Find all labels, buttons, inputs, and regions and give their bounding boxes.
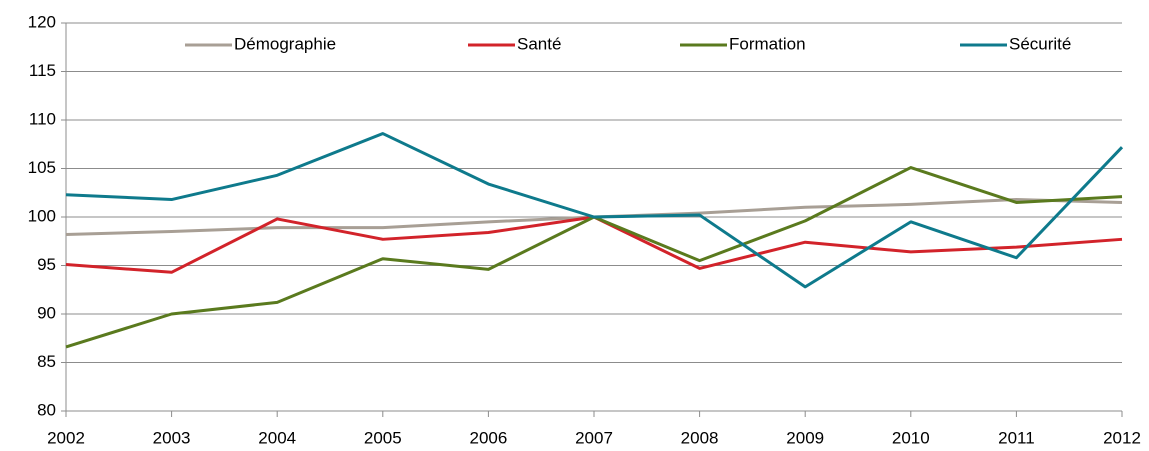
x-tick-label: 2011 — [998, 428, 1035, 447]
x-tick-label: 2012 — [1103, 428, 1141, 447]
y-tick-label: 110 — [29, 109, 56, 128]
legend-label: Formation — [729, 34, 806, 53]
x-tick-label: 2008 — [681, 428, 719, 447]
y-tick-label: 95 — [37, 255, 56, 274]
x-tick-label: 2004 — [258, 428, 296, 447]
y-tick-label: 105 — [28, 158, 56, 177]
x-tick-label: 2003 — [153, 428, 191, 447]
series-line — [65, 166, 1123, 349]
x-tick-label: 2010 — [892, 428, 930, 447]
legend-label: Sécurité — [1009, 34, 1071, 53]
y-tick-label: 80 — [37, 400, 56, 419]
series-line — [65, 132, 1124, 289]
legend-label: Santé — [517, 34, 561, 53]
x-tick-label: 2009 — [786, 428, 824, 447]
x-tick-label: 2005 — [364, 428, 402, 447]
y-tick-label: 90 — [37, 303, 56, 322]
y-tick-label: 115 — [29, 61, 56, 80]
x-tick-label: 2007 — [575, 428, 613, 447]
y-tick-label: 100 — [28, 206, 56, 225]
y-tick-label: 85 — [37, 352, 56, 371]
legend-label: Démographie — [234, 34, 336, 53]
y-tick-label: 120 — [28, 12, 56, 31]
x-tick-label: 2002 — [47, 428, 85, 447]
x-tick-label: 2006 — [469, 428, 507, 447]
series-line — [65, 215, 1123, 274]
